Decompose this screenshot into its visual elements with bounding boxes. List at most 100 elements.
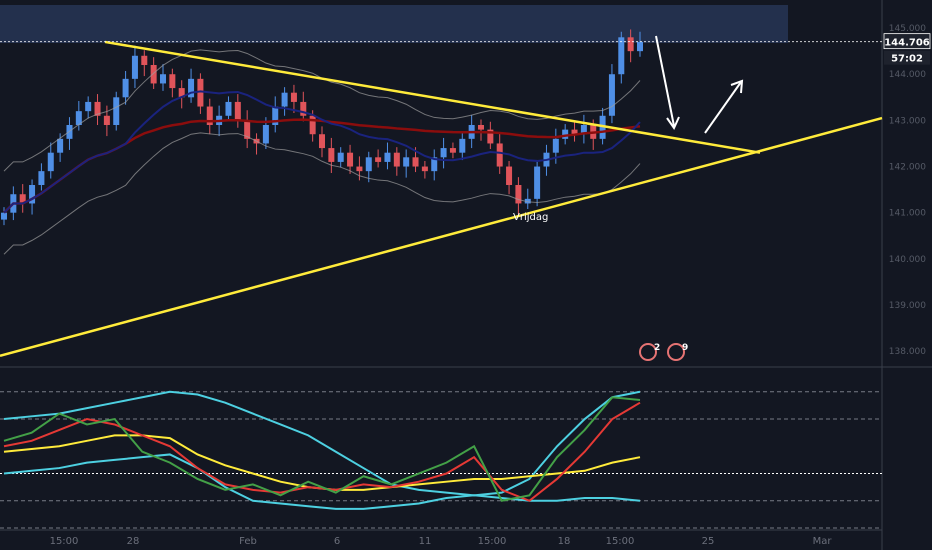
candle: [206, 106, 213, 125]
candle: [515, 185, 522, 204]
y-tick-label: 144.000: [889, 70, 926, 80]
y-tick-label: 141.000: [889, 209, 926, 219]
down-arrow: [655, 35, 675, 127]
candle: [309, 115, 316, 135]
candle: [150, 65, 157, 84]
resistance-trendline[interactable]: [104, 40, 761, 154]
event-badge-count: 2: [654, 343, 660, 353]
candle: [38, 171, 45, 185]
candle: [113, 97, 120, 125]
x-tick-label: 28: [127, 536, 140, 547]
candle: [627, 37, 634, 52]
x-tick-label: 15:00: [50, 536, 79, 547]
candle: [393, 152, 400, 167]
candle: [365, 157, 372, 172]
candle: [141, 55, 148, 65]
candle: [19, 194, 26, 204]
candle: [131, 55, 138, 79]
x-tick-label: Feb: [239, 536, 257, 547]
indicator-line: [3, 453, 641, 510]
x-tick-label: 15:00: [606, 536, 635, 547]
candle: [94, 101, 101, 116]
current-price-label: 144.706: [884, 38, 930, 49]
indicator-line: [3, 401, 641, 502]
candle: [440, 148, 447, 158]
candle: [244, 120, 251, 139]
event-badge-count: 9: [682, 343, 688, 353]
candle: [122, 78, 129, 98]
candle: [328, 148, 335, 162]
current-price-box: [883, 33, 931, 50]
candle: [225, 101, 232, 116]
candle: [562, 129, 569, 139]
up-arrow: [704, 81, 742, 134]
candle: [478, 125, 484, 130]
candle: [449, 148, 456, 153]
indicator-line: [3, 390, 641, 497]
candle: [375, 157, 382, 162]
candle: [421, 166, 428, 172]
support-trendline[interactable]: [0, 116, 883, 357]
candle: [103, 115, 110, 125]
fast-moving-average: [3, 90, 641, 214]
indicator-line: [3, 396, 641, 502]
candle: [496, 143, 503, 167]
candle: [412, 157, 419, 167]
candle: [281, 92, 288, 107]
candle: [534, 166, 541, 199]
candle: [75, 111, 82, 125]
candle: [347, 152, 354, 167]
candle: [459, 138, 466, 153]
candle: [169, 74, 176, 89]
up-arrow-head: [730, 79, 744, 94]
candle: [580, 125, 587, 135]
event-badge[interactable]: [667, 343, 685, 361]
lower-band: [3, 132, 641, 255]
candle: [608, 74, 615, 116]
candle: [431, 157, 438, 172]
candle: [57, 138, 64, 153]
candle: [272, 106, 279, 125]
candle: [262, 125, 269, 144]
event-badge[interactable]: [639, 343, 657, 361]
annotation-vrijdag: Vrijdag: [513, 212, 548, 223]
countdown-label: 57:02: [891, 54, 923, 65]
candle: [290, 92, 297, 102]
y-tick-label: 140.000: [889, 255, 926, 265]
candle: [29, 185, 36, 204]
candle: [356, 166, 363, 172]
candle: [47, 152, 54, 172]
candle: [571, 129, 578, 135]
candle: [618, 37, 625, 75]
candle: [524, 198, 531, 204]
candle: [637, 41, 643, 52]
y-tick-label: 145.000: [889, 24, 926, 34]
y-tick-label: 139.000: [889, 301, 926, 311]
x-tick-label: 18: [558, 536, 571, 547]
candle: [384, 152, 391, 162]
down-arrow-head: [666, 116, 680, 131]
candle: [337, 152, 344, 162]
candle: [506, 166, 513, 185]
candle: [1, 212, 7, 220]
highlight-zone: [0, 5, 788, 43]
x-tick-label: 6: [334, 536, 340, 547]
candle: [552, 138, 559, 153]
candle: [300, 101, 307, 116]
candle: [319, 134, 325, 149]
x-tick-label: 25: [702, 536, 715, 547]
candle: [85, 101, 92, 112]
candle: [178, 88, 185, 98]
y-tick-label: 138.000: [889, 347, 926, 357]
candle: [160, 74, 166, 84]
candle: [188, 78, 195, 98]
y-tick-label: 143.000: [889, 116, 926, 126]
candle: [234, 101, 241, 121]
x-tick-label: 15:00: [478, 536, 507, 547]
countdown-box: [884, 50, 930, 65]
x-tick-label: Mar: [813, 536, 833, 547]
candle: [487, 129, 494, 144]
